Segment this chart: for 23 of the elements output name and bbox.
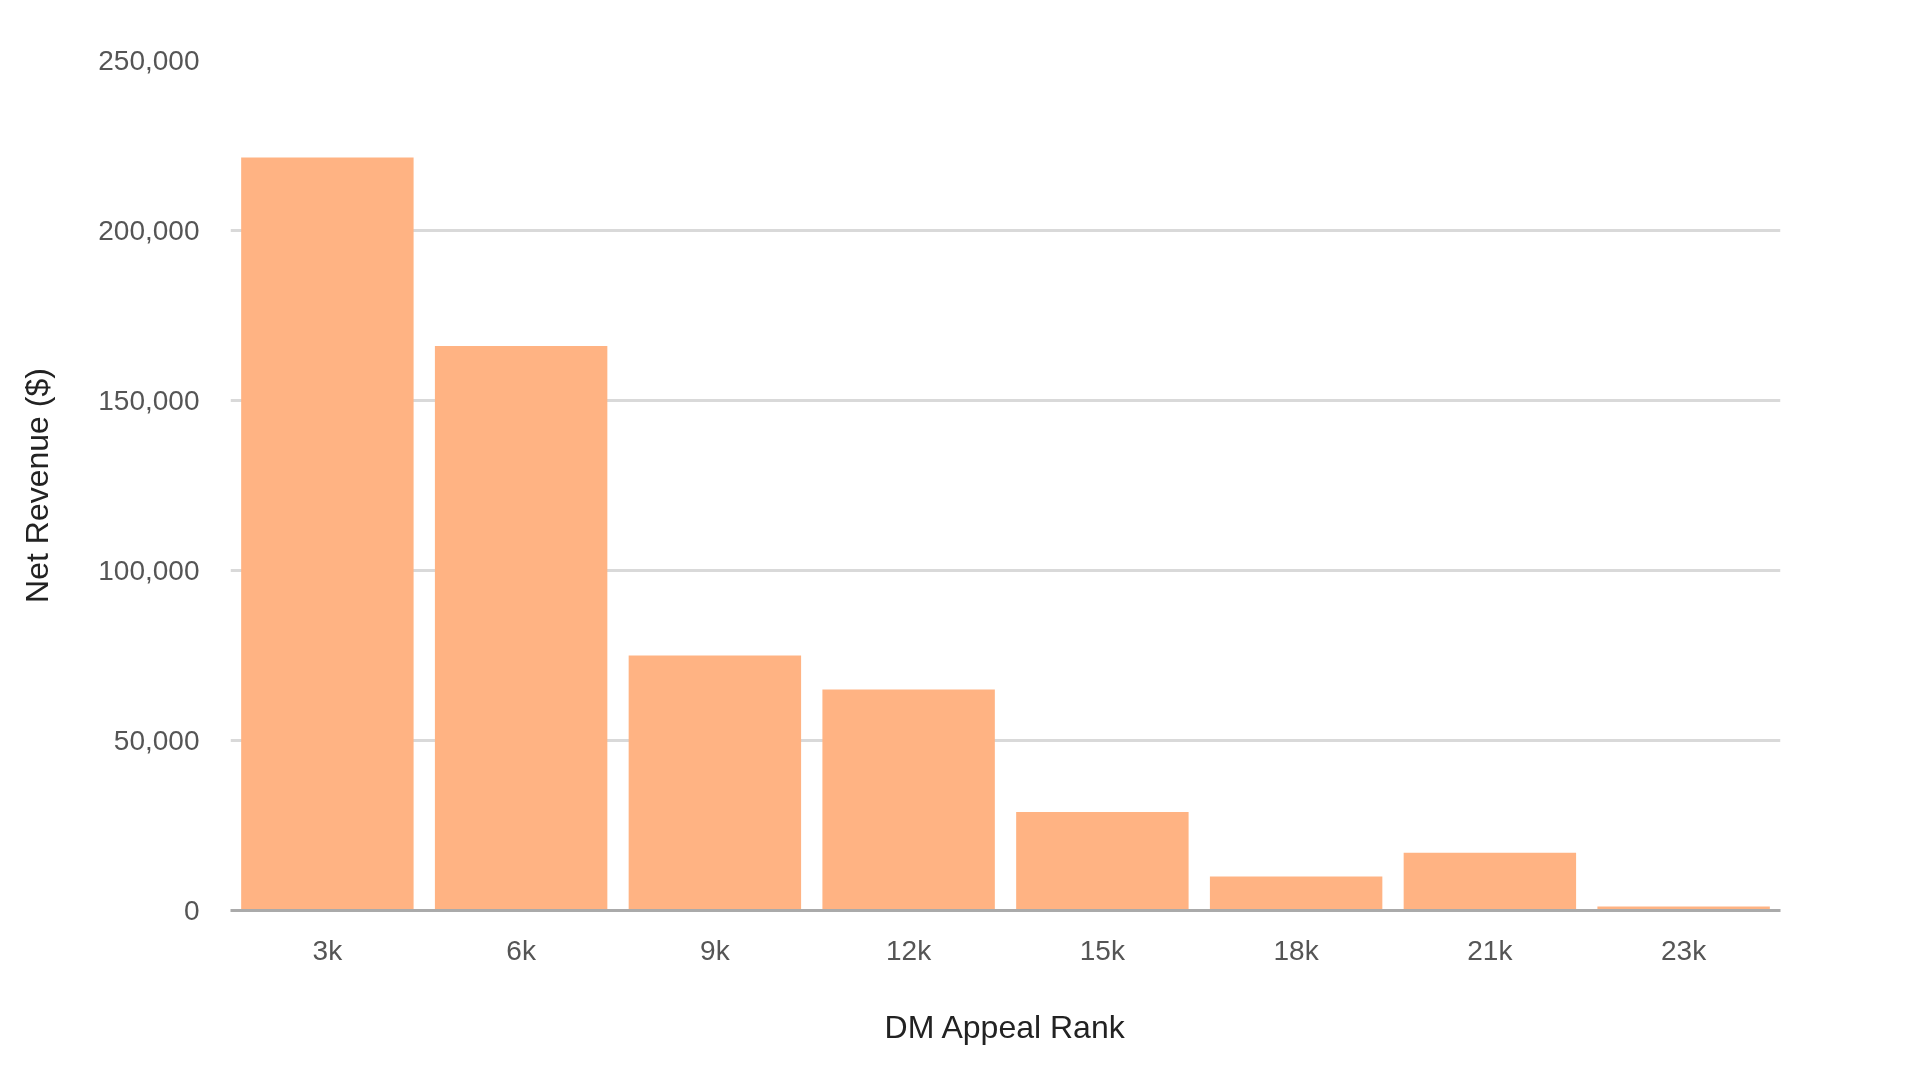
y-tick-label: 250,000	[98, 45, 200, 76]
y-tick-label: 100,000	[98, 555, 200, 586]
y-tick-label: 150,000	[98, 385, 200, 416]
x-tick-label: 12k	[886, 934, 933, 966]
y-tick-label: 200,000	[98, 215, 200, 246]
bar	[1403, 852, 1577, 911]
x-tick-label: 18k	[1273, 934, 1320, 966]
bar	[1209, 876, 1383, 911]
bar	[241, 157, 414, 911]
bar	[628, 655, 802, 911]
x-tick-label: 21k	[1467, 934, 1514, 966]
x-tick-label: 6k	[506, 934, 537, 966]
y-tick-label: 0	[183, 895, 200, 926]
x-tick-label: 3k	[312, 934, 344, 966]
bar	[1016, 811, 1189, 911]
y-axis-title: Net Revenue ($)	[19, 368, 56, 603]
y-tick-label: 50,000	[113, 725, 200, 756]
bar	[822, 689, 995, 911]
bar	[434, 346, 608, 911]
x-tick-label: 23k	[1661, 934, 1708, 966]
x-tick-label: 9k	[700, 934, 731, 966]
x-axis-title: DM Appeal Rank	[884, 1008, 1126, 1045]
x-tick-label: 15k	[1079, 934, 1126, 966]
